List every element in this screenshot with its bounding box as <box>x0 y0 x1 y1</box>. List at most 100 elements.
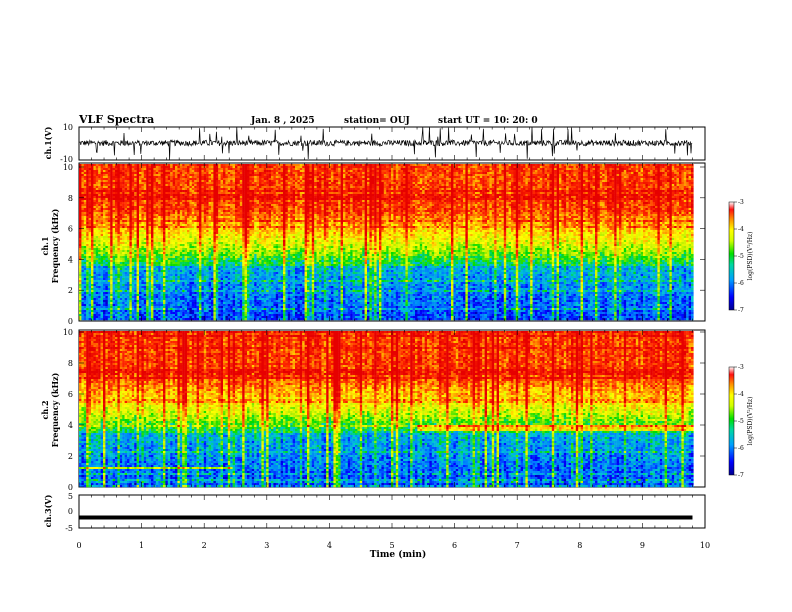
spectrogram-cell <box>177 176 180 178</box>
spectrogram-cell <box>384 178 387 180</box>
spectrogram-cell <box>345 186 348 188</box>
spectrogram-cell <box>233 184 236 186</box>
spectrogram-cell <box>170 170 173 172</box>
spectrogram-cell <box>413 190 416 192</box>
spectrogram-cell <box>149 184 152 186</box>
spectrogram-cell <box>465 186 468 188</box>
spectrogram-cell <box>477 172 480 174</box>
spectrogram-cell <box>120 180 123 182</box>
spectrogram-cell <box>185 170 188 172</box>
spectrogram-cell <box>247 186 250 188</box>
spectrogram-cell <box>129 172 132 174</box>
spectrogram-cell <box>204 174 207 176</box>
spectrogram-cell <box>391 172 394 174</box>
spectrogram-cell <box>129 194 132 196</box>
spectrogram-cell <box>185 164 188 166</box>
spectrogram-cell <box>468 194 471 196</box>
spectrogram-cell <box>225 188 228 190</box>
spectrogram-cell <box>389 176 392 178</box>
spectrogram-cell <box>355 178 358 180</box>
spectrogram-cell <box>331 172 334 174</box>
spectrogram-cell <box>377 172 380 174</box>
spectrogram-cell <box>617 176 620 178</box>
spectrogram-cell <box>293 180 296 182</box>
spectrogram-cell <box>463 186 466 188</box>
spectrogram-cell <box>165 190 168 192</box>
spectrogram-cell <box>153 184 156 186</box>
spectrogram-cell <box>653 192 656 194</box>
spectrogram-cell <box>617 166 620 168</box>
spectrogram-cell <box>597 180 600 182</box>
spectrogram-cell <box>324 188 327 190</box>
spectrogram-cell <box>319 184 322 186</box>
spectrogram-cell <box>393 192 396 194</box>
spectrogram-cell <box>561 192 564 194</box>
spectrogram-cell <box>396 178 399 180</box>
spectrogram-cell <box>158 170 161 172</box>
spectrogram-cell <box>425 192 428 194</box>
spectrogram-cell <box>300 170 303 172</box>
spectrogram-cell <box>686 170 689 172</box>
spectrogram-cell <box>89 184 92 186</box>
spectrogram-cell <box>288 170 291 172</box>
spectrogram-cell <box>530 170 533 172</box>
spectrogram-cell <box>153 170 156 172</box>
spectrogram-cell <box>621 166 624 168</box>
spectrogram-cell <box>641 166 644 168</box>
spectrogram-cell <box>477 168 480 170</box>
spectrogram-cell <box>588 188 591 190</box>
spectrogram-cell <box>362 184 365 186</box>
spectrogram-cell <box>302 190 305 192</box>
spectrogram-cell <box>540 180 543 182</box>
spectrogram-cell <box>353 174 356 176</box>
spectrogram-cell <box>259 194 262 196</box>
spectrogram-cell <box>216 168 219 170</box>
spectrogram-cell <box>134 166 137 168</box>
spectrogram-cell <box>441 182 444 184</box>
spectrogram-cell <box>401 168 404 170</box>
spectrogram-cell <box>221 184 224 186</box>
spectrogram-cell <box>417 192 420 194</box>
spectrogram-cell <box>497 168 500 170</box>
spectrogram-cell <box>684 184 687 186</box>
spectrogram-cell <box>465 168 468 170</box>
spectrogram-cell <box>189 192 192 194</box>
spectrogram-cell <box>199 176 202 178</box>
spectrogram-cell <box>497 182 500 184</box>
spectrogram-cell <box>333 182 336 184</box>
spectrogram-cell <box>384 172 387 174</box>
spectrogram-cell <box>432 180 435 182</box>
spectrogram-cell <box>653 166 656 168</box>
spectrogram-cell <box>103 180 106 182</box>
spectrogram-cell <box>614 168 617 170</box>
spectrogram-cell <box>141 182 144 184</box>
spectrogram-cell <box>175 186 178 188</box>
spectrogram-cell <box>405 172 408 174</box>
spectrogram-cell <box>161 164 164 166</box>
spectrogram-cell <box>458 166 461 168</box>
spectrogram-cell <box>93 170 96 172</box>
spectrogram-cell <box>84 186 87 188</box>
spectrogram-cell <box>283 184 286 186</box>
spectrogram-cell <box>134 194 137 196</box>
spectrogram-cell <box>588 182 591 184</box>
spectrogram-cell <box>132 190 135 192</box>
spectrogram-cell <box>684 176 687 178</box>
spectrogram-cell <box>355 166 358 168</box>
spectrogram-cell <box>501 194 504 196</box>
spectrogram-cell <box>125 188 128 190</box>
spectrogram-cell <box>533 186 536 188</box>
spectrogram-cell <box>348 192 351 194</box>
spectrogram-cell <box>213 190 216 192</box>
spectrogram-cell <box>605 194 608 196</box>
spectrogram-cell <box>297 166 300 168</box>
spectrogram-cell <box>477 184 480 186</box>
spectrogram-cell <box>513 184 516 186</box>
spectrogram-cell <box>583 170 586 172</box>
spectrogram-cell <box>283 190 286 192</box>
spectrogram-cell <box>149 190 152 192</box>
spectrogram-cell <box>408 166 411 168</box>
spectrogram-cell <box>461 170 464 172</box>
spectrogram-cell <box>525 168 528 170</box>
spectrogram-cell <box>434 172 437 174</box>
